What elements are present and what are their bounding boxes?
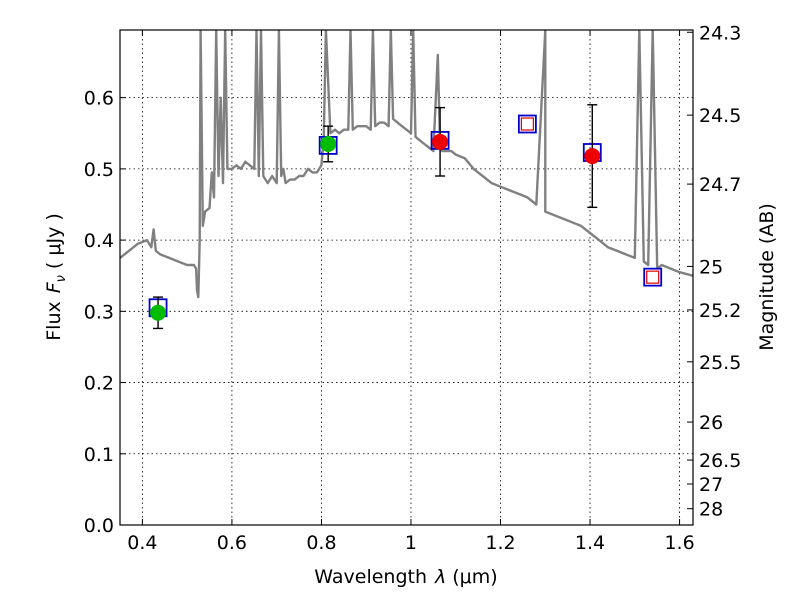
x-axis-label-text: Wavelength (314, 566, 427, 588)
observed-point (584, 148, 601, 165)
y-tick-label: 0.1 (84, 444, 114, 466)
y-tick-label: 0.5 (84, 159, 114, 181)
x-axis-label-symbol: λ (434, 566, 446, 588)
y-tick-label: 0.2 (84, 373, 114, 395)
data-points-layer (148, 104, 663, 330)
x-tick-label: 1.2 (485, 532, 515, 554)
right-axis-ticks: 24.3 24.5 24.7 25 25.2 25.5 26 26.527 28 (687, 22, 741, 521)
model-open-square-outer (643, 267, 663, 287)
x-axis-ticks: 0.4 0.6 0.8 1 1.2 1.4 1.6 (127, 30, 695, 554)
x-axis-label-unit: (μm) (452, 566, 497, 588)
observed-point (320, 135, 337, 152)
right-axis-label: Magnitude (AB) (756, 203, 778, 351)
right-axis-tick-label: 26 (699, 412, 723, 434)
right-axis-tick-label: 26.5 (699, 450, 741, 472)
right-axis-tick-label: 27 (699, 474, 723, 496)
y-axis-label-symbol: F (43, 281, 65, 293)
model-open-square-inner (520, 117, 534, 131)
y-tick-label: 0.3 (84, 301, 114, 323)
y-axis-ticks: 0.0 0.1 0.2 0.3 0.4 0.5 0.6 (84, 88, 126, 537)
right-axis-tick-label: 24.7 (699, 174, 741, 196)
x-axis-label: Wavelength λ (μm) (314, 566, 497, 588)
y-axis-label: Flux Fν ( μJy ) (43, 213, 69, 341)
observed-point (432, 133, 449, 150)
model-open-square-inner (646, 270, 660, 284)
plot-frame (119, 29, 694, 526)
x-tick-label: 1 (405, 532, 417, 554)
x-tick-label: 0.6 (217, 532, 247, 554)
right-axis-tick-label: 25.5 (699, 352, 741, 374)
y-tick-label: 0.4 (84, 230, 114, 252)
y-axis-label-subscript: ν (54, 275, 69, 282)
right-axis-tick-label: 25.2 (699, 300, 741, 322)
right-axis-tick-label: 28 (699, 499, 723, 521)
x-tick-label: 1.6 (664, 532, 694, 554)
plot-area (120, 30, 693, 525)
right-axis-tick-label: 25 (699, 256, 723, 278)
right-axis-tick-label: 24.5 (699, 105, 741, 127)
y-axis-label-text: Flux (43, 301, 65, 341)
x-tick-label: 0.4 (127, 532, 157, 554)
model-open-square-outer (517, 114, 537, 134)
y-tick-label: 0.6 (84, 88, 114, 110)
y-axis-label-unit: ( μJy ) (43, 213, 65, 269)
observed-point (150, 304, 167, 321)
right-axis-tick-label: 24.3 (699, 22, 741, 44)
template-spectrum-layer (120, 30, 693, 299)
template-spectrum-line (120, 30, 693, 299)
x-tick-label: 1.4 (575, 532, 605, 554)
y-tick-label: 0.0 (84, 515, 114, 537)
x-tick-label: 0.8 (306, 532, 336, 554)
